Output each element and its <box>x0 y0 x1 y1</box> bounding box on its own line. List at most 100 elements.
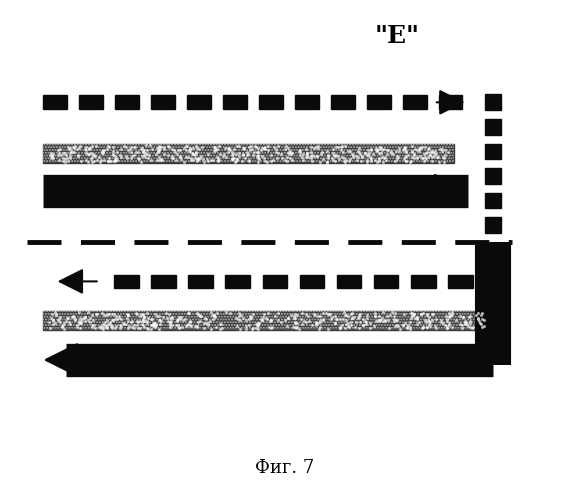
Point <box>374 316 383 324</box>
Point <box>429 152 438 160</box>
Point <box>328 313 337 321</box>
Point <box>126 148 135 156</box>
Point <box>145 151 154 159</box>
Point <box>162 314 172 322</box>
Point <box>310 310 319 318</box>
Point <box>477 309 486 317</box>
Point <box>219 152 228 160</box>
Point <box>108 150 117 158</box>
Point <box>123 146 132 154</box>
Point <box>360 317 369 325</box>
Point <box>355 317 364 325</box>
Point <box>406 314 416 322</box>
Point <box>445 320 454 328</box>
Point <box>105 310 114 318</box>
Point <box>141 149 150 157</box>
Point <box>204 150 213 158</box>
Point <box>117 322 126 330</box>
Point <box>190 321 199 329</box>
Point <box>82 147 91 155</box>
Point <box>367 154 376 162</box>
Point <box>215 320 225 328</box>
Point <box>193 318 202 326</box>
Point <box>78 315 87 323</box>
Point <box>103 145 112 153</box>
Point <box>143 325 152 333</box>
Point <box>442 312 451 320</box>
Point <box>295 146 304 154</box>
Point <box>298 320 307 328</box>
Point <box>50 319 59 327</box>
Point <box>148 145 157 153</box>
Point <box>393 322 402 330</box>
Point <box>353 153 363 161</box>
Point <box>92 142 101 150</box>
Point <box>90 324 99 332</box>
Point <box>415 318 424 326</box>
Point <box>241 322 250 330</box>
Point <box>213 309 222 317</box>
Point <box>244 321 253 329</box>
Point <box>339 315 348 323</box>
Point <box>469 322 478 330</box>
Point <box>282 153 291 161</box>
Point <box>412 154 421 162</box>
Bar <box>43 95 67 109</box>
Point <box>206 308 215 316</box>
Point <box>356 157 365 165</box>
Point <box>88 322 97 330</box>
Point <box>146 156 156 164</box>
Point <box>428 157 437 165</box>
Point <box>240 154 249 162</box>
Point <box>146 315 156 323</box>
Point <box>400 145 409 153</box>
Point <box>363 311 372 319</box>
Point <box>383 316 392 324</box>
Point <box>473 314 482 322</box>
Point <box>89 151 99 159</box>
Point <box>280 145 289 153</box>
Point <box>243 151 252 159</box>
Point <box>181 143 190 151</box>
Point <box>423 148 432 156</box>
Point <box>324 310 333 318</box>
Point <box>253 153 262 161</box>
Point <box>140 313 149 321</box>
Point <box>136 310 145 318</box>
Point <box>447 308 457 316</box>
Point <box>402 147 411 155</box>
Point <box>194 155 203 163</box>
Point <box>253 148 262 156</box>
Point <box>229 145 238 153</box>
Bar <box>485 94 500 110</box>
Point <box>170 146 179 154</box>
Point <box>390 157 399 165</box>
Point <box>425 151 434 159</box>
Point <box>47 314 56 322</box>
Point <box>221 144 230 152</box>
Point <box>259 144 268 152</box>
Point <box>239 144 249 152</box>
Point <box>129 151 138 159</box>
Point <box>59 321 68 329</box>
Point <box>258 316 267 324</box>
Point <box>189 144 198 152</box>
Point <box>358 153 367 161</box>
Point <box>317 148 327 156</box>
Point <box>419 150 428 158</box>
Point <box>341 311 351 319</box>
Point <box>425 144 434 152</box>
Point <box>369 322 378 330</box>
Point <box>131 149 140 157</box>
Point <box>123 314 132 322</box>
Point <box>224 148 233 156</box>
Point <box>423 323 432 331</box>
Point <box>266 316 275 324</box>
Point <box>331 152 340 160</box>
Point <box>290 310 299 318</box>
Point <box>174 146 183 154</box>
Point <box>377 149 386 157</box>
Point <box>302 151 311 159</box>
Point <box>458 324 467 332</box>
Point <box>133 310 142 318</box>
